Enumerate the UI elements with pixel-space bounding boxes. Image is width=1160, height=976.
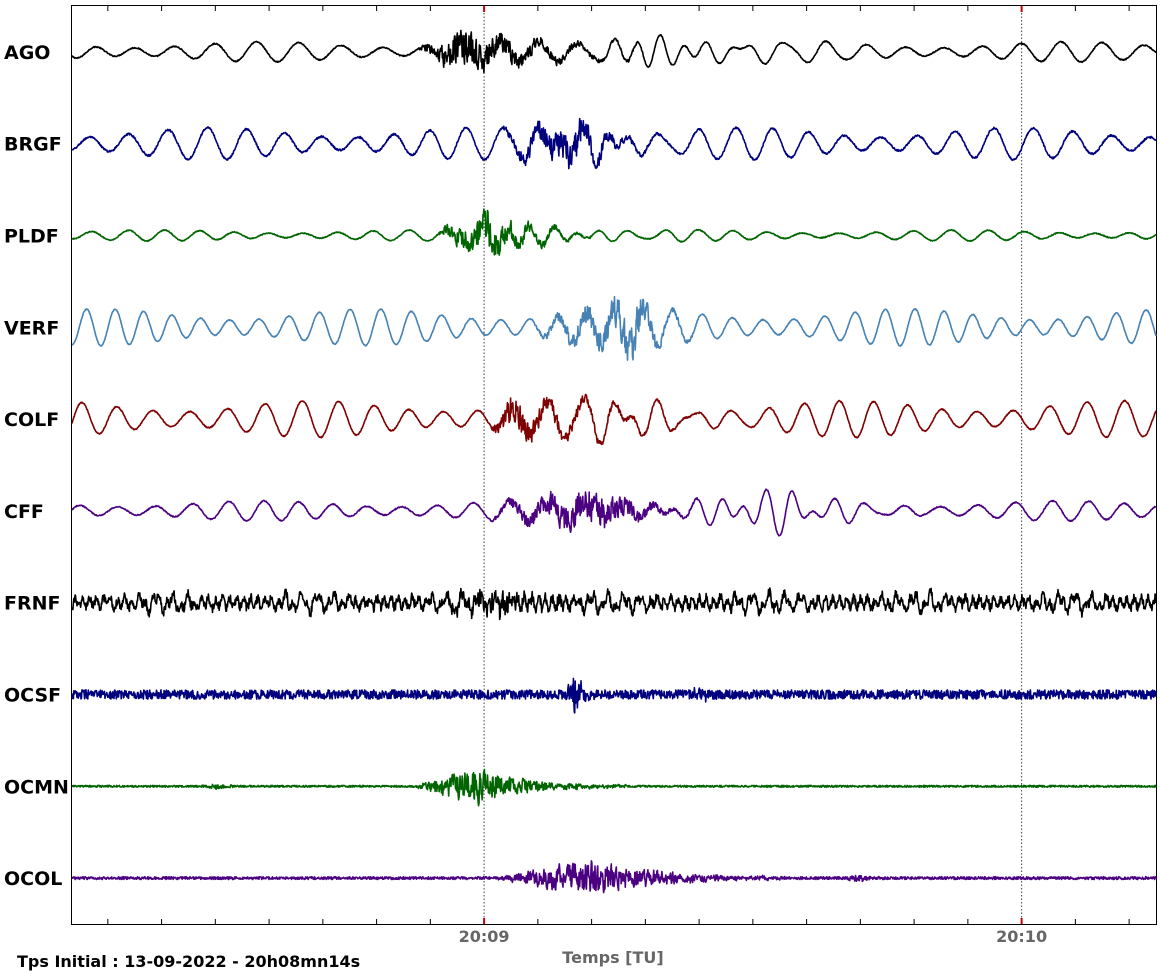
trace-cff	[71, 488, 1157, 537]
station-label-ocol: OCOL	[4, 868, 62, 890]
trace-colf	[71, 393, 1157, 446]
seismic-traces	[71, 29, 1157, 894]
plot-frame	[71, 5, 1157, 925]
station-label-ocsf: OCSF	[4, 685, 61, 707]
trace-ago	[71, 29, 1157, 74]
station-label-colf: COLF	[4, 409, 59, 431]
station-label-brgf: BRGF	[4, 134, 62, 156]
trace-frnf	[71, 587, 1157, 621]
station-label-ocmn: OCMN	[4, 776, 69, 798]
x-axis-ticks	[107, 6, 1130, 924]
trace-ocmn	[71, 768, 1157, 807]
x-tick-label: 20:10	[996, 927, 1047, 946]
station-label-pldf: PLDF	[4, 226, 59, 248]
trace-ocsf	[71, 677, 1157, 714]
station-label-ago: AGO	[4, 42, 50, 64]
trace-ocol	[71, 860, 1157, 894]
station-label-frnf: FRNF	[4, 593, 61, 615]
trace-verf	[71, 295, 1157, 361]
station-label-verf: VERF	[4, 317, 59, 339]
start-time-note: Tps Initial : 13-09-2022 - 20h08mn14s	[17, 952, 360, 971]
x-axis-tick-labels: 20:09 20:10	[459, 927, 1047, 946]
x-tick-label: 20:09	[459, 927, 510, 946]
station-labels: AGO BRGF PLDF VERF COLF CFF FRNF OCSF OCMN OCOL	[4, 42, 69, 890]
marker-lines	[483, 6, 1023, 924]
trace-brgf	[71, 117, 1157, 170]
x-axis-label: Temps [TU]	[562, 948, 663, 967]
station-label-cff: CFF	[4, 501, 44, 523]
trace-pldf	[71, 208, 1157, 256]
